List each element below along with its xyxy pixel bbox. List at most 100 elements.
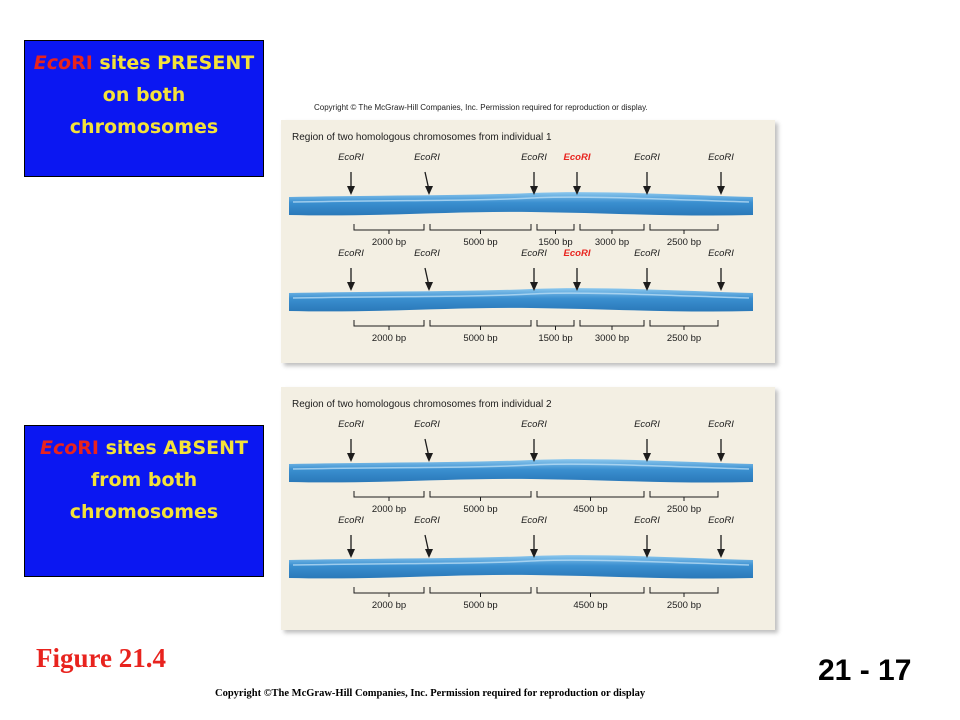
ecori-site-arrow-icon [717, 172, 725, 195]
ecori-site-arrow-icon [347, 439, 355, 462]
fragment-bracket [536, 224, 575, 231]
present-label-line1: EcoRI sites PRESENT [33, 52, 255, 74]
fragment-bracket [429, 587, 532, 594]
fragment-bracket [649, 224, 719, 231]
ecori-site-label: EcoRI [634, 248, 660, 259]
fragment-length-label: 5000 bp [463, 600, 497, 611]
chromosome-2: EcoRI EcoRI EcoRI EcoRI EcoRI 2000 bp 5000 bp 4… [289, 515, 753, 611]
fragment-bracket [536, 587, 645, 594]
fragment-bracket [536, 320, 575, 327]
fragment-length-label: 3000 bp [595, 237, 629, 248]
individual-1-panel: Region of two homologous chromosomes fro… [281, 120, 775, 363]
ecori-site-arrow-icon [717, 535, 725, 558]
fragment-length-label: 2500 bp [667, 504, 701, 515]
chromosome-highlight [292, 463, 750, 470]
chromosome-highlight [292, 559, 750, 566]
fragment-length-label: 2500 bp [667, 237, 701, 248]
chromosome-body [289, 288, 753, 312]
fragment-bracket [429, 320, 532, 327]
ecori-site-label: EcoRI [708, 248, 734, 259]
fragment-length-label: 3000 bp [595, 333, 629, 344]
individual-2-panel: Region of two homologous chromosomes fro… [281, 387, 775, 630]
fragment-length-label: 2000 bp [372, 600, 406, 611]
ecori-site-arrow-icon [643, 439, 651, 462]
fragment-bracket [649, 320, 719, 327]
ecori-site-arrow-icon [347, 535, 355, 558]
ecori-site-label: EcoRI [634, 419, 660, 430]
ecori-site-arrow-icon [424, 267, 433, 291]
ecori-site-label: EcoRI [414, 248, 440, 259]
sites-present-label-box: EcoRI sites PRESENT on both chromosomes [24, 40, 264, 177]
ecori-site-label: EcoRI [521, 419, 547, 430]
ecori-site-label: EcoRI [414, 515, 440, 526]
fragment-bracket [579, 320, 645, 327]
copyright-notice-top: Copyright © The McGraw-Hill Companies, I… [314, 103, 648, 112]
fragment-length-label: 5000 bp [463, 504, 497, 515]
ecori-site-label: EcoRI [414, 419, 440, 430]
fragment-length-label: 5000 bp [463, 333, 497, 344]
ecori-site-label: EcoRI [414, 152, 440, 163]
chromosome-1: EcoRI EcoRI EcoRI EcoRI EcoRI EcoRI 2000 bp 500… [289, 152, 753, 248]
ecori-site-label: EcoRI [338, 515, 364, 526]
fragment-bracket [353, 320, 425, 327]
copyright-notice-bottom: Copyright ©The McGraw-Hill Companies, In… [215, 688, 646, 699]
fragment-bracket [353, 224, 425, 231]
present-label-line2: on both [102, 84, 186, 106]
polymorphic-ecori-site-label: EcoRI [564, 248, 591, 259]
ecori-site-arrow-icon [573, 268, 581, 291]
ecori-site-arrow-icon [530, 535, 538, 558]
individual-2-title: Region of two homologous chromosomes fro… [292, 399, 552, 410]
chromosome-2: EcoRI EcoRI EcoRI EcoRI EcoRI EcoRI 2000 bp 500… [289, 248, 753, 344]
polymorphic-ecori-site-label: EcoRI [564, 152, 591, 163]
fragment-length-label: 2500 bp [667, 333, 701, 344]
ecori-site-arrow-icon [424, 534, 433, 558]
ecori-site-arrow-icon [530, 439, 538, 462]
fragment-bracket [649, 491, 719, 498]
ecori-site-label: EcoRI [338, 419, 364, 430]
ecori-site-label: EcoRI [338, 248, 364, 259]
page-number: 21 - 17 [818, 654, 912, 687]
fragment-length-label: 2500 bp [667, 600, 701, 611]
fragment-bracket [429, 224, 532, 231]
fragment-length-label: 2000 bp [372, 333, 406, 344]
chromosome-body [289, 192, 753, 216]
ecori-site-label: EcoRI [521, 248, 547, 259]
chromosome-body [289, 555, 753, 579]
fragment-bracket [649, 587, 719, 594]
ecori-site-label: EcoRI [634, 515, 660, 526]
present-label-line3: chromosomes [69, 116, 219, 138]
ecori-site-label: EcoRI [634, 152, 660, 163]
ecori-site-label: EcoRI [338, 152, 364, 163]
ecori-site-label: EcoRI [708, 419, 734, 430]
fragment-bracket [536, 491, 645, 498]
fragment-bracket [579, 224, 645, 231]
absent-label-line3: chromosomes [69, 501, 219, 523]
ecori-site-arrow-icon [717, 268, 725, 291]
fragment-length-label: 4500 bp [573, 600, 607, 611]
ecori-site-label: EcoRI [708, 152, 734, 163]
ecori-site-arrow-icon [530, 268, 538, 291]
ecori-site-arrow-icon [717, 439, 725, 462]
ecori-site-arrow-icon [347, 172, 355, 195]
ecori-site-arrow-icon [424, 171, 433, 195]
absent-label-line1: EcoRI sites ABSENT [39, 437, 249, 459]
fragment-bracket [353, 587, 425, 594]
ecori-site-label: EcoRI [521, 515, 547, 526]
chromosome-body [289, 459, 753, 483]
fragment-length-label: 4500 bp [573, 504, 607, 515]
ecori-site-arrow-icon [643, 268, 651, 291]
ecori-site-arrow-icon [643, 535, 651, 558]
ecori-site-arrow-icon [643, 172, 651, 195]
sites-absent-label-box: EcoRI sites ABSENT from both chromosomes [24, 425, 264, 577]
ecori-site-arrow-icon [530, 172, 538, 195]
ecori-site-arrow-icon [424, 438, 433, 462]
ecori-site-label: EcoRI [708, 515, 734, 526]
chromosome-highlight [292, 292, 750, 299]
figure-label: Figure 21.4 [36, 643, 166, 673]
chromosome-1: EcoRI EcoRI EcoRI EcoRI EcoRI 2000 bp 5000 bp 4… [289, 419, 753, 515]
fragment-length-label: 2000 bp [372, 504, 406, 515]
fragment-length-label: 1500 bp [538, 237, 572, 248]
ecori-site-arrow-icon [573, 172, 581, 195]
fragment-bracket [429, 491, 532, 498]
fragment-length-label: 2000 bp [372, 237, 406, 248]
